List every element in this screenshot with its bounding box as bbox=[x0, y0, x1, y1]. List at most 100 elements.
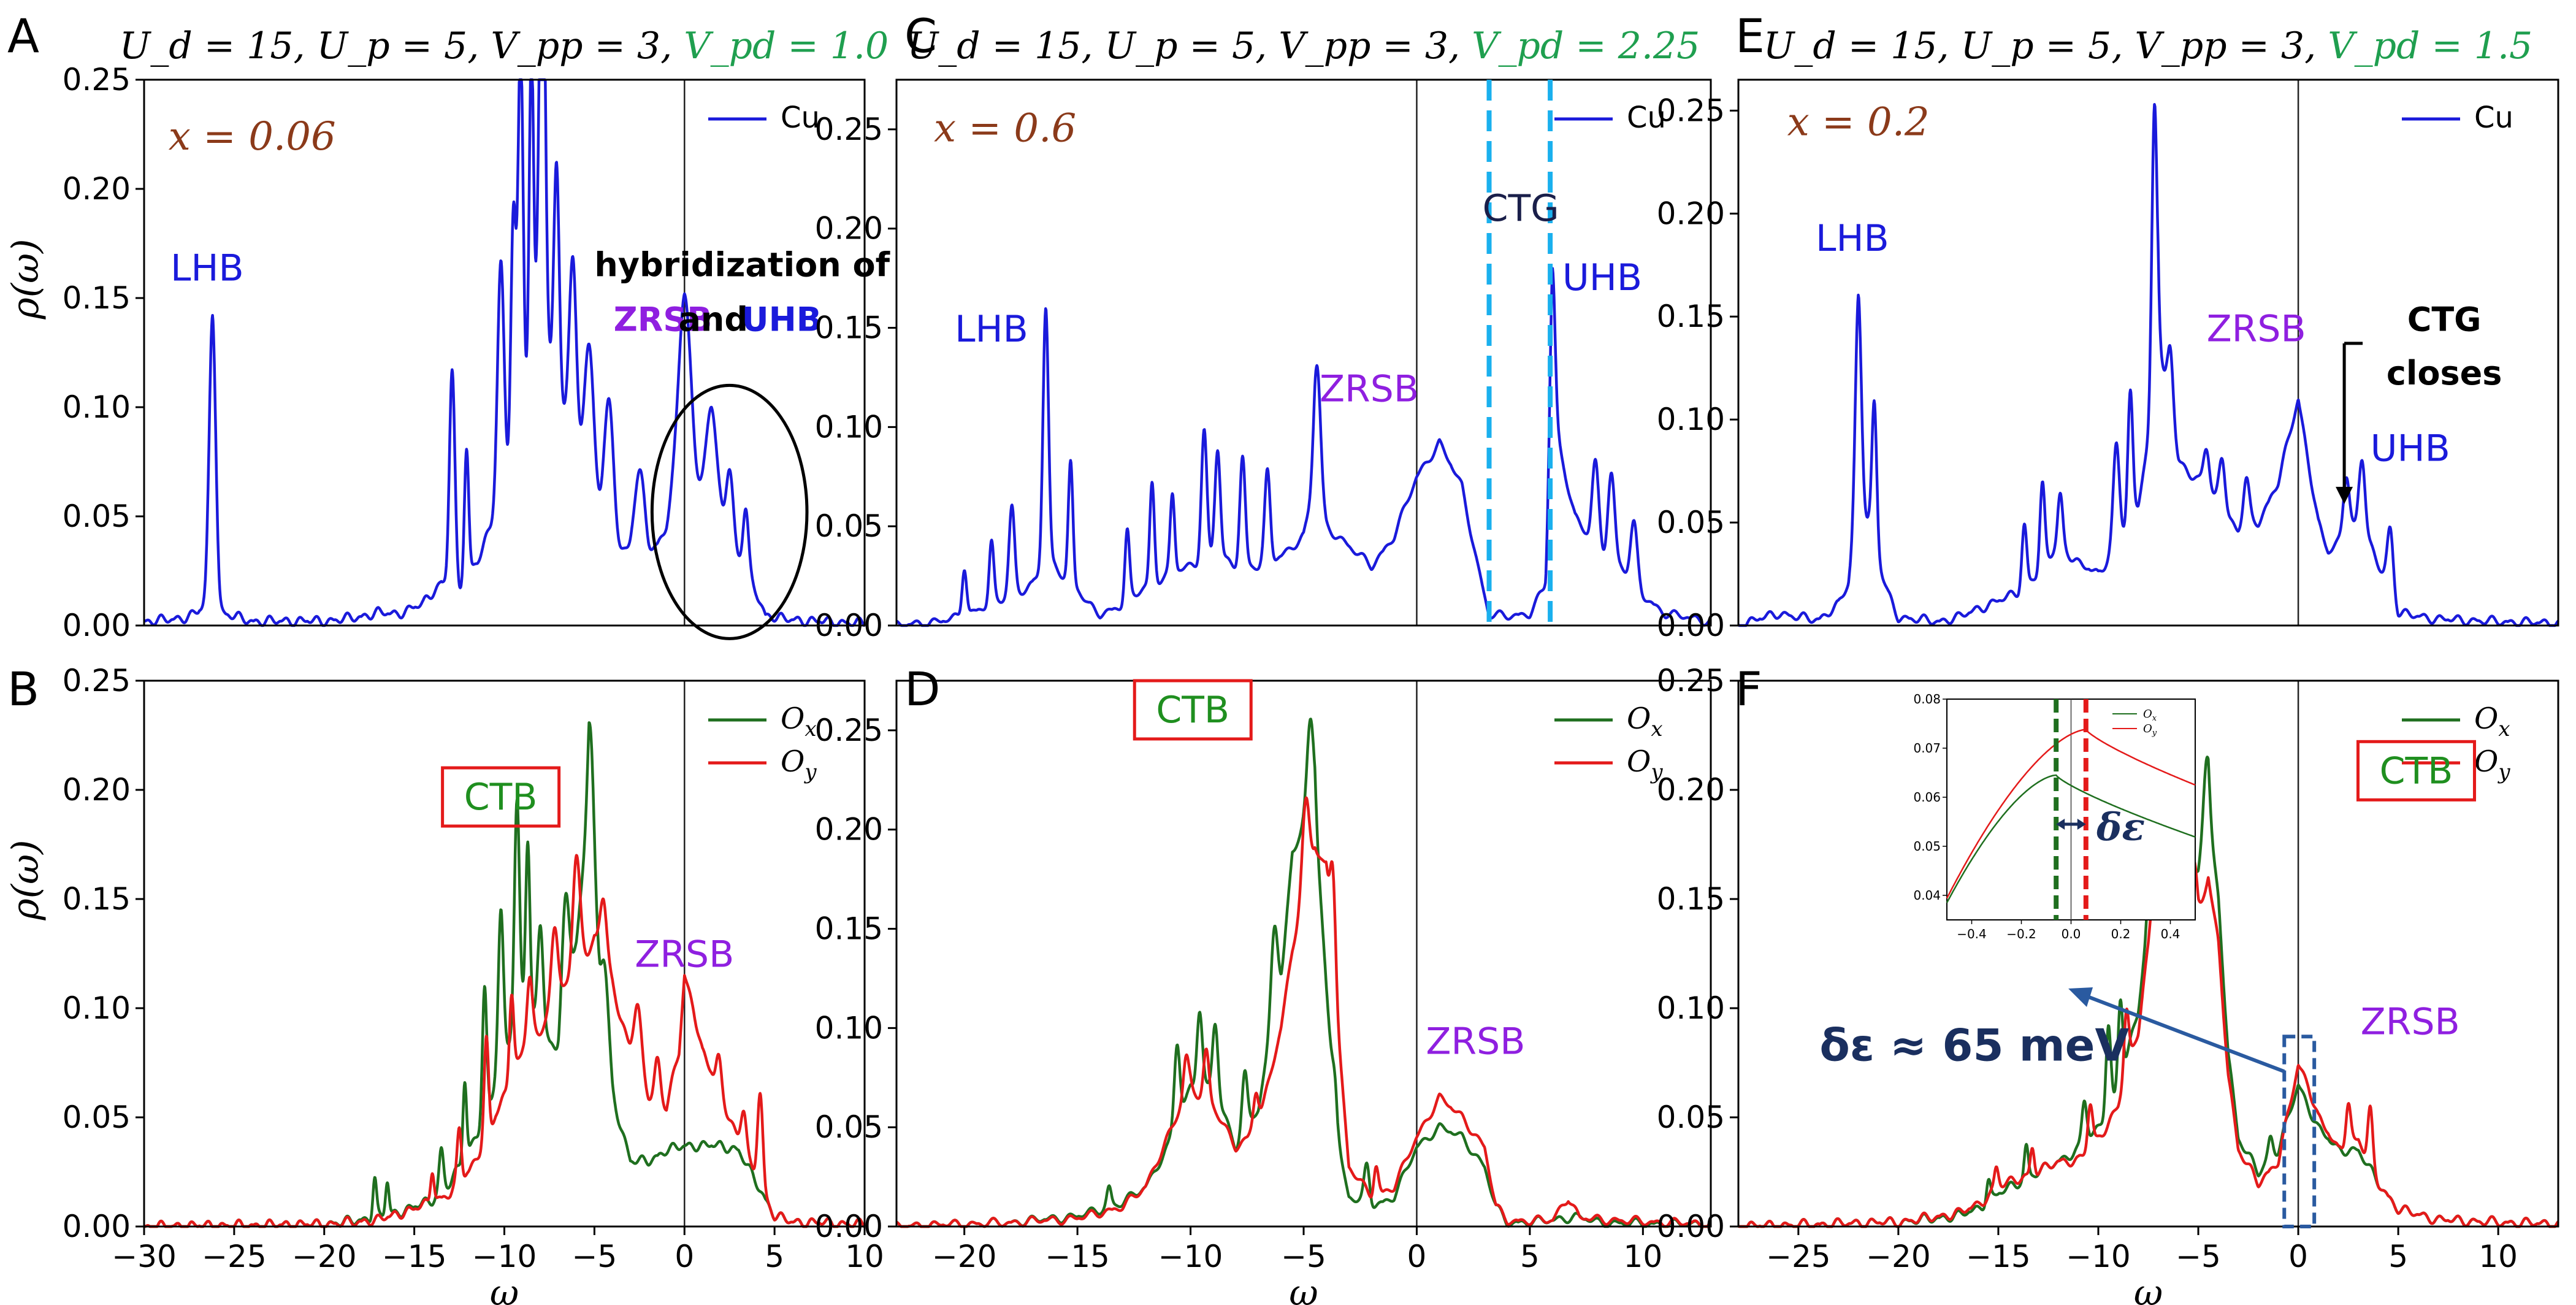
x-tick-label: −10 bbox=[1158, 1239, 1223, 1274]
series-cu-line bbox=[895, 267, 1712, 627]
y-axis-label: ρ(ω) bbox=[4, 840, 47, 920]
y-tick-label: 0.25 bbox=[815, 112, 883, 147]
legend-label-ox: Ox bbox=[1627, 702, 1663, 741]
y-tick-label: 0.20 bbox=[63, 772, 131, 808]
y-tick-label: 0.15 bbox=[63, 881, 131, 917]
legend-text: Cu bbox=[1627, 101, 1666, 135]
inset-x-tick-label: 0.4 bbox=[2161, 927, 2180, 941]
x-tick-label: 10 bbox=[2479, 1239, 2518, 1274]
annotation-lhb: LHB bbox=[170, 247, 244, 290]
annotation-zrsb: ZRSB bbox=[2207, 308, 2306, 351]
y-tick-label: 0.05 bbox=[1657, 1100, 1725, 1135]
x-tick-label: −5 bbox=[1281, 1239, 1326, 1274]
annotation-ctb: CTB bbox=[2380, 749, 2453, 792]
y-tick-label: 0.10 bbox=[1657, 402, 1725, 437]
series-ox-line bbox=[895, 718, 1712, 1228]
ctb-box bbox=[441, 766, 561, 828]
annotation-x: x = 0.2 bbox=[1787, 100, 1930, 145]
y-tick-label: 0.20 bbox=[1657, 196, 1725, 231]
annotation-ctg: CTG bbox=[1483, 187, 1559, 230]
y-tick-label: 0.15 bbox=[815, 911, 883, 947]
title-vpd: V_pd = 1.5 bbox=[2328, 25, 2532, 67]
x-tick-label: 0 bbox=[2288, 1239, 2308, 1274]
inset-y-tick-label: 0.04 bbox=[1913, 888, 1941, 903]
x-tick-label: 0 bbox=[675, 1239, 694, 1274]
ctb-box bbox=[2356, 740, 2476, 802]
inset-legend-sub: x bbox=[2152, 714, 2157, 723]
x-axis-label: ω bbox=[490, 1272, 519, 1305]
legend-sub: x bbox=[2498, 717, 2510, 741]
y-tick-label: 0.00 bbox=[815, 608, 883, 643]
legend-label-cu: Cu bbox=[781, 101, 820, 135]
legend-sub: y bbox=[2497, 760, 2510, 784]
legend-sub: y bbox=[803, 760, 817, 784]
inset-y-tick-label: 0.06 bbox=[1913, 790, 1941, 805]
annotation-ctb: CTB bbox=[1156, 689, 1229, 732]
x-tick-label: 10 bbox=[1624, 1239, 1663, 1274]
title-vpd: V_pd = 2.25 bbox=[1472, 25, 1700, 67]
x-tick-label: −30 bbox=[112, 1239, 177, 1274]
legend-label-cu: Cu bbox=[1627, 101, 1666, 135]
ctb-box bbox=[1133, 679, 1253, 741]
x-tick-label: −20 bbox=[292, 1239, 357, 1274]
inset-series-oy bbox=[1946, 729, 2196, 899]
inset-plot: δε 0.04 0.05 0.06 0.07 0.08 −0.4 −0.2 0.0 0.2 0.4 O… bbox=[1913, 692, 2196, 941]
y-tick-label: 0.10 bbox=[1657, 990, 1725, 1026]
annotation-x: x = 0.6 bbox=[934, 105, 1076, 151]
legend-label-oy: Oy bbox=[781, 744, 817, 784]
title-params: U_d = 15, U_p = 5, V_pp = 3, bbox=[908, 25, 1472, 67]
y-tick-label: 0.10 bbox=[815, 409, 883, 445]
x-tick-label: −5 bbox=[2176, 1239, 2221, 1274]
annotation-and: and bbox=[678, 300, 748, 339]
x-axis-label: ω bbox=[1289, 1272, 1318, 1305]
connector-arrow-head bbox=[2068, 987, 2093, 1007]
y-tick-label: 0.25 bbox=[1657, 93, 1725, 128]
panel-f: F0.000.050.100.150.200.25−25 −20 −15 −10 −5 0… bbox=[1657, 662, 2559, 1305]
annotation-uhb: UHB bbox=[1562, 256, 1642, 299]
y-tick-label: 0.15 bbox=[1657, 881, 1725, 917]
legend-label-ox: Ox bbox=[2474, 702, 2510, 741]
inset-y-tick-label: 0.08 bbox=[1913, 692, 1941, 706]
legend-sub: x bbox=[805, 717, 816, 741]
y-tick-label: 0.05 bbox=[815, 508, 883, 544]
legend-text: O bbox=[781, 702, 805, 736]
inset-arrow-head-right bbox=[2077, 819, 2086, 830]
inset-x-tick-label: −0.2 bbox=[2006, 927, 2036, 941]
inset-legend-label: Oy bbox=[2143, 722, 2157, 738]
panel-a: A U_d = 15, U_p = 5, V_pp = 3, V_pd = 1.0… bbox=[4, 9, 890, 643]
y-tick-label: 0.10 bbox=[63, 389, 131, 425]
annotation-x: x = 0.06 bbox=[169, 114, 336, 159]
x-tick-label: −25 bbox=[202, 1239, 267, 1274]
annotation-zrsb: ZRSB bbox=[1320, 367, 1419, 410]
plot-frame bbox=[1737, 679, 2559, 1228]
panel-letter: E bbox=[1735, 9, 1765, 63]
title-vpd: V_pd = 1.0 bbox=[684, 25, 889, 67]
series-oy-line bbox=[1737, 783, 2559, 1228]
annotation-hybridizationof: hybridization of bbox=[594, 245, 890, 284]
x-tick-label: 5 bbox=[765, 1239, 784, 1274]
annotation-zrsb: ZRSB bbox=[614, 300, 713, 339]
y-tick-label: 0.00 bbox=[1657, 1209, 1725, 1244]
annotation-closes: closes bbox=[2387, 354, 2502, 392]
panel-letter: C bbox=[904, 9, 937, 63]
panel-letter: D bbox=[904, 662, 941, 716]
plot-frame bbox=[143, 78, 866, 627]
ctg-closes-arrow-head bbox=[2336, 486, 2353, 504]
title-params: U_d = 15, U_p = 5, V_pp = 3, bbox=[1764, 25, 2328, 67]
legend-label-cu: Cu bbox=[2474, 101, 2513, 135]
y-tick-label: 0.05 bbox=[63, 499, 131, 534]
y-tick-label: 0.20 bbox=[815, 211, 883, 247]
panel-letter: B bbox=[7, 662, 39, 716]
annotation-zrsb: ZRSB bbox=[635, 933, 734, 976]
legend-text: Cu bbox=[2474, 101, 2513, 135]
legend-text: O bbox=[1627, 744, 1651, 779]
x-tick-label: −10 bbox=[472, 1239, 537, 1274]
plot-frame bbox=[895, 78, 1712, 627]
annotation-zrsb: ZRSB bbox=[1426, 1020, 1525, 1063]
legend-sub: x bbox=[1651, 717, 1662, 741]
series-oy-line bbox=[143, 854, 866, 1228]
panel-title: U_d = 15, U_p = 5, V_pp = 3, V_pd = 2.25 bbox=[908, 25, 1700, 67]
y-tick-label: 0.15 bbox=[815, 310, 883, 346]
y-tick-label: 0.05 bbox=[1657, 505, 1725, 540]
connector-arrow-line bbox=[2078, 992, 2285, 1074]
